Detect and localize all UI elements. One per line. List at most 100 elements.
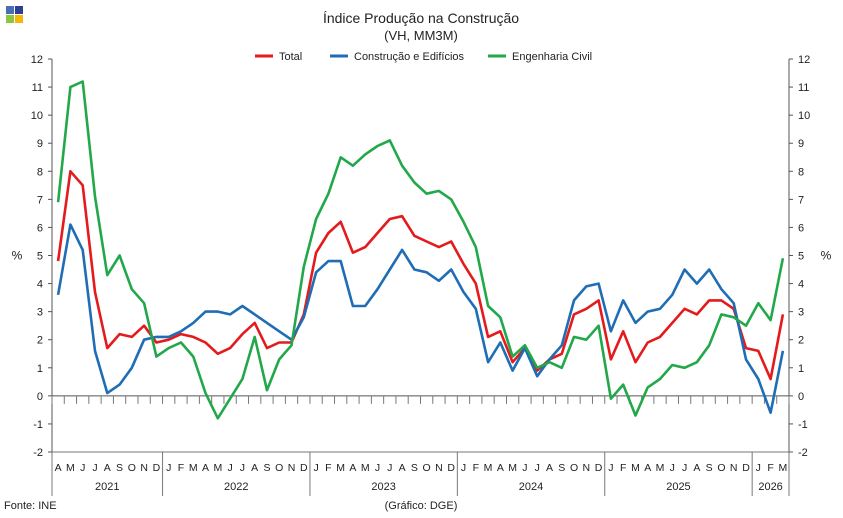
y-tick-label-right: -2 xyxy=(798,447,808,459)
month-label: J xyxy=(92,462,97,474)
month-label: D xyxy=(300,462,308,474)
month-label: A xyxy=(55,462,62,474)
month-label: S xyxy=(263,462,270,474)
month-label: M xyxy=(778,462,787,474)
y-tick-label-left: 3 xyxy=(37,307,43,319)
month-label: N xyxy=(140,462,148,474)
month-label: O xyxy=(275,462,283,474)
y-tick-label-right: 7 xyxy=(798,194,804,206)
month-label: N xyxy=(288,462,296,474)
y-tick-label-right: 9 xyxy=(798,138,804,150)
year-label-2026: 2026 xyxy=(758,481,782,493)
month-label: A xyxy=(497,462,504,474)
month-label: A xyxy=(349,462,356,474)
legend-label-0: Total xyxy=(279,51,302,63)
month-label: F xyxy=(178,462,184,474)
month-label: A xyxy=(104,462,111,474)
y-tick-label-left: 6 xyxy=(37,222,43,234)
legend-label-1: Construção e Edifícios xyxy=(354,51,465,63)
month-label: J xyxy=(387,462,392,474)
month-label: D xyxy=(447,462,455,474)
y-tick-label-left: 11 xyxy=(32,82,43,94)
month-label: J xyxy=(313,462,318,474)
month-label: D xyxy=(742,462,750,474)
month-label: J xyxy=(608,462,613,474)
series-line-1 xyxy=(56,223,785,415)
y-tick-label-left: 8 xyxy=(37,166,43,178)
month-label: M xyxy=(189,462,198,474)
y-tick-label-left: -2 xyxy=(33,447,43,459)
month-label: A xyxy=(693,462,700,474)
y-tick-label-right: 0 xyxy=(798,391,804,403)
y-tick-label-right: 11 xyxy=(798,82,809,94)
month-label: N xyxy=(583,462,591,474)
footer-credit: (Gráfico: DGE) xyxy=(385,500,458,512)
series-line-2 xyxy=(56,80,785,420)
month-label: F xyxy=(325,462,331,474)
month-label: J xyxy=(227,462,232,474)
month-label: S xyxy=(558,462,565,474)
y-tick-label-left: 0 xyxy=(37,391,43,403)
y-tick-label-left: 10 xyxy=(31,110,43,122)
y-tick-label-right: 4 xyxy=(798,279,804,291)
month-label: N xyxy=(730,462,738,474)
month-label: M xyxy=(336,462,345,474)
month-label: M xyxy=(631,462,640,474)
month-label: O xyxy=(717,462,725,474)
y-tick-label-right: 12 xyxy=(798,54,810,66)
month-label: J xyxy=(375,462,380,474)
month-label: O xyxy=(423,462,431,474)
y-tick-label-right: 6 xyxy=(798,222,804,234)
month-label: J xyxy=(461,462,466,474)
month-label: A xyxy=(399,462,406,474)
y-tick-label-right: 2 xyxy=(798,335,804,347)
month-label: M xyxy=(213,462,222,474)
month-label: A xyxy=(644,462,651,474)
month-label: M xyxy=(361,462,370,474)
y-tick-label-left: 9 xyxy=(37,138,43,150)
month-label: M xyxy=(484,462,493,474)
month-label: N xyxy=(435,462,443,474)
month-label: S xyxy=(116,462,123,474)
month-label: A xyxy=(202,462,209,474)
chart-title: Índice Produção na Construção xyxy=(323,10,519,26)
y-tick-label-left: 4 xyxy=(37,279,43,291)
month-label: J xyxy=(682,462,687,474)
y-tick-label-right: 5 xyxy=(798,251,804,263)
month-label: S xyxy=(411,462,418,474)
y-tick-label-left: 7 xyxy=(37,194,43,206)
month-label: O xyxy=(570,462,578,474)
chart-subtitle: (VH, MM3M) xyxy=(384,28,458,43)
month-label: J xyxy=(756,462,761,474)
month-label: J xyxy=(240,462,245,474)
y-tick-label-right: 8 xyxy=(798,166,804,178)
y-axis-title-left: % xyxy=(12,249,23,263)
month-label: F xyxy=(473,462,479,474)
y-tick-label-right: -1 xyxy=(798,419,808,431)
year-label-2024: 2024 xyxy=(519,481,543,493)
month-label: F xyxy=(620,462,626,474)
month-label: A xyxy=(546,462,553,474)
month-label: J xyxy=(166,462,171,474)
month-label: S xyxy=(706,462,713,474)
month-label: M xyxy=(656,462,665,474)
y-tick-label-left: 5 xyxy=(37,251,43,263)
footer-source: Fonte: INE xyxy=(4,500,57,512)
month-label: D xyxy=(595,462,603,474)
y-tick-label-right: 10 xyxy=(798,110,810,122)
year-label-2023: 2023 xyxy=(371,481,395,493)
month-label: O xyxy=(128,462,136,474)
month-label: J xyxy=(670,462,675,474)
year-label-2022: 2022 xyxy=(224,481,248,493)
month-label: A xyxy=(251,462,258,474)
y-tick-label-right: 3 xyxy=(798,307,804,319)
y-tick-label-left: 2 xyxy=(37,335,43,347)
year-label-2025: 2025 xyxy=(666,481,690,493)
y-tick-label-left: 12 xyxy=(31,54,43,66)
month-label: F xyxy=(767,462,773,474)
y-axis-title-right: % xyxy=(821,249,832,263)
month-label: J xyxy=(535,462,540,474)
year-label-2021: 2021 xyxy=(95,481,119,493)
